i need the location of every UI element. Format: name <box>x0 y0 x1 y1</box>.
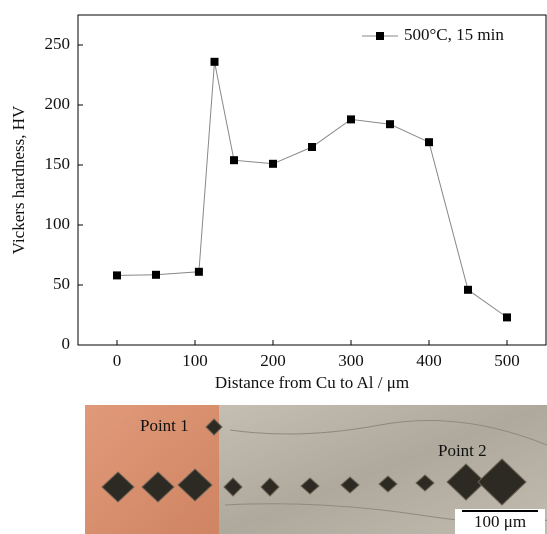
data-point <box>347 115 355 124</box>
y-tick-label: 200 <box>45 94 71 113</box>
data-point <box>113 271 121 280</box>
data-point <box>152 270 160 279</box>
data-line <box>116 61 508 318</box>
y-axis-label: Vickers hardness, HV <box>9 105 28 254</box>
x-tick-label: 200 <box>260 351 286 370</box>
data-point <box>425 138 433 147</box>
point-label: Point 2 <box>438 441 487 460</box>
y-tick-label: 250 <box>45 34 71 53</box>
legend-label: 500°C, 15 min <box>404 25 504 44</box>
data-point <box>308 143 316 151</box>
x-tick-label: 300 <box>338 351 364 370</box>
x-tick-label: 400 <box>416 351 442 370</box>
data-point <box>269 159 277 168</box>
data-point <box>210 57 219 66</box>
data-point <box>194 267 203 276</box>
plot-frame <box>77 14 547 346</box>
micrograph: Point 1 Point 2 100 μm <box>85 405 547 534</box>
y-tick-label: 50 <box>53 274 70 293</box>
data-point <box>464 285 472 294</box>
x-tick-label: 0 <box>113 351 122 370</box>
point-label: Point 1 <box>140 416 189 435</box>
y-tick-label: 150 <box>45 154 71 173</box>
legend-marker <box>376 32 384 40</box>
x-tick-label: 500 <box>494 351 520 370</box>
indents <box>101 418 527 506</box>
copper-region <box>85 405 219 534</box>
y-tick-label: 100 <box>45 214 71 233</box>
x-axis-label: Distance from Cu to Al / μm <box>215 373 409 392</box>
data-point <box>503 313 511 322</box>
scale-bar-box <box>455 509 545 534</box>
x-tick-label: 100 <box>182 351 208 370</box>
data-point <box>386 120 394 129</box>
data-point <box>230 156 238 165</box>
scale-bar-label: 100 μm <box>474 512 526 531</box>
y-tick-label: 0 <box>62 334 71 353</box>
